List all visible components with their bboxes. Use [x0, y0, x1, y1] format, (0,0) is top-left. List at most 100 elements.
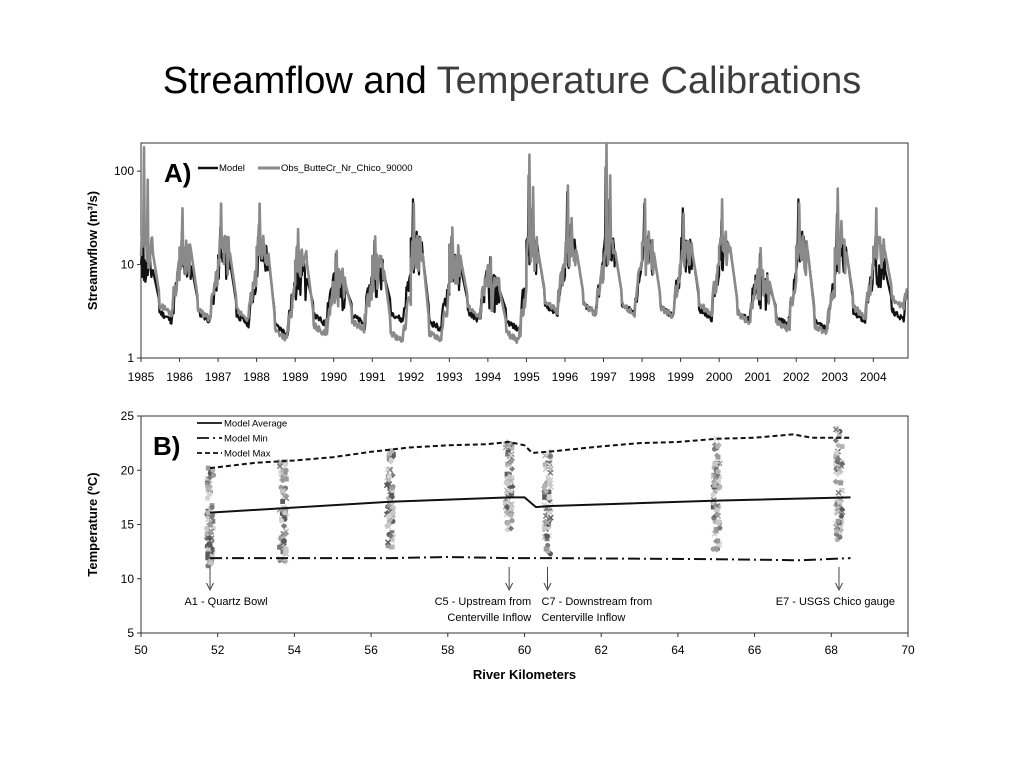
- observation-point: [503, 500, 509, 506]
- x-tick-label: 1986: [166, 370, 193, 384]
- observation-point: [838, 506, 845, 513]
- observation-point: [713, 528, 719, 534]
- x-tick-label: 1999: [667, 370, 694, 384]
- observation-point: [715, 469, 721, 475]
- observation-cluster: [832, 424, 846, 543]
- observation-point: [207, 491, 212, 497]
- y-axis-label: Streamwflow (m³/s): [85, 191, 100, 310]
- observation-point: [388, 537, 395, 544]
- site-annotation-label: C5 - Upstream from: [435, 596, 532, 608]
- observation-point: [280, 499, 286, 504]
- observation-point: [547, 469, 554, 476]
- title-part-1: Streamflow and: [162, 60, 427, 102]
- observation-point: [281, 538, 287, 544]
- observation-point: [387, 532, 394, 539]
- panel-b-label: B): [153, 431, 180, 461]
- observation-point: [834, 528, 840, 534]
- observation-point: [542, 495, 547, 500]
- observation-point: [280, 533, 286, 539]
- observation-point: [546, 481, 552, 487]
- observation-point: [210, 472, 217, 478]
- site-annotation-label: Centerville Inflow: [542, 612, 626, 624]
- x-tick-label: 58: [441, 643, 455, 657]
- observation-point: [387, 450, 393, 456]
- observation-point: [283, 476, 289, 482]
- observation-point: [832, 437, 839, 444]
- observation-point: [838, 480, 844, 486]
- observation-point: [546, 489, 552, 495]
- observation-point: [283, 467, 289, 473]
- observation-point: [717, 525, 723, 531]
- x-tick-label: 50: [134, 643, 148, 657]
- site-annotation-label: Centerville Inflow: [447, 612, 531, 624]
- x-tick-label: 1988: [243, 370, 270, 384]
- y-tick-label: 1: [127, 351, 134, 365]
- observation-point: [546, 510, 552, 516]
- observation-point: [507, 459, 514, 466]
- observation-point: [547, 453, 553, 459]
- x-axis-label: River Kilometers: [473, 667, 576, 682]
- observation-point: [544, 519, 551, 526]
- observation-point: [389, 544, 395, 550]
- x-tick-label: 1997: [590, 370, 617, 384]
- x-tick-label: 1989: [282, 370, 309, 384]
- observation-point: [546, 462, 553, 469]
- observation-point: [544, 536, 550, 542]
- observation-point: [835, 457, 842, 464]
- temperature-chart: 5 10 15 20 25 50 52 54 56 58 60 62 64 66 68 70 River Kil…: [85, 409, 915, 682]
- site-annotation-label: C7 - Downstream from: [542, 596, 653, 608]
- observation-point: [714, 452, 721, 459]
- observation-point: [714, 507, 720, 513]
- observation-point: [389, 530, 395, 536]
- observation-point: [502, 444, 509, 451]
- x-tick-label: 1987: [205, 370, 232, 384]
- observation-point: [280, 488, 287, 495]
- observation-point: [386, 454, 392, 459]
- observation-point: [385, 523, 392, 530]
- observation-point: [509, 518, 515, 524]
- observation-point: [546, 494, 552, 500]
- observation-point: [839, 444, 845, 449]
- observation-cluster: [541, 448, 554, 557]
- y-tick-label: 10: [121, 258, 135, 272]
- observation-point: [833, 508, 840, 515]
- y-tick-label: 25: [121, 409, 135, 423]
- observation-point: [835, 489, 842, 496]
- annotation-arrowhead: [206, 582, 214, 592]
- x-tick-label: 68: [825, 643, 839, 657]
- x-tick-label: 70: [901, 643, 915, 657]
- observation-point: [282, 530, 289, 537]
- observation-point: [832, 478, 839, 485]
- observation-point: [277, 461, 283, 467]
- observation-point: [280, 467, 286, 473]
- annotation-arrowhead: [835, 582, 843, 592]
- x-tick-label: 64: [671, 643, 685, 657]
- observation-point: [282, 510, 288, 516]
- observation-point: [388, 456, 395, 463]
- observation-point: [542, 452, 549, 459]
- observation-point: [206, 541, 212, 547]
- legend-max-label: Model Max: [224, 449, 271, 460]
- legend-model-label: Model: [219, 163, 245, 174]
- observation-point: [205, 465, 211, 471]
- observation-point: [508, 512, 514, 518]
- observation-point: [279, 543, 285, 548]
- x-tick-label: 1990: [320, 370, 347, 384]
- observation-point: [717, 484, 723, 490]
- annotation-arrowhead: [543, 582, 552, 592]
- observation-point: [543, 488, 550, 495]
- observation-point: [210, 519, 216, 524]
- observation-point: [205, 551, 211, 557]
- observation-point: [715, 513, 722, 520]
- observation-point: [833, 449, 840, 456]
- observation-point: [838, 462, 845, 469]
- observation-point: [715, 443, 721, 450]
- observation-point: [543, 546, 549, 552]
- observation-point: [832, 426, 839, 433]
- observation-point: [837, 534, 843, 540]
- observation-point: [542, 526, 547, 532]
- observation-point: [713, 435, 720, 442]
- observation-point: [835, 518, 841, 524]
- observation-point: [283, 493, 290, 500]
